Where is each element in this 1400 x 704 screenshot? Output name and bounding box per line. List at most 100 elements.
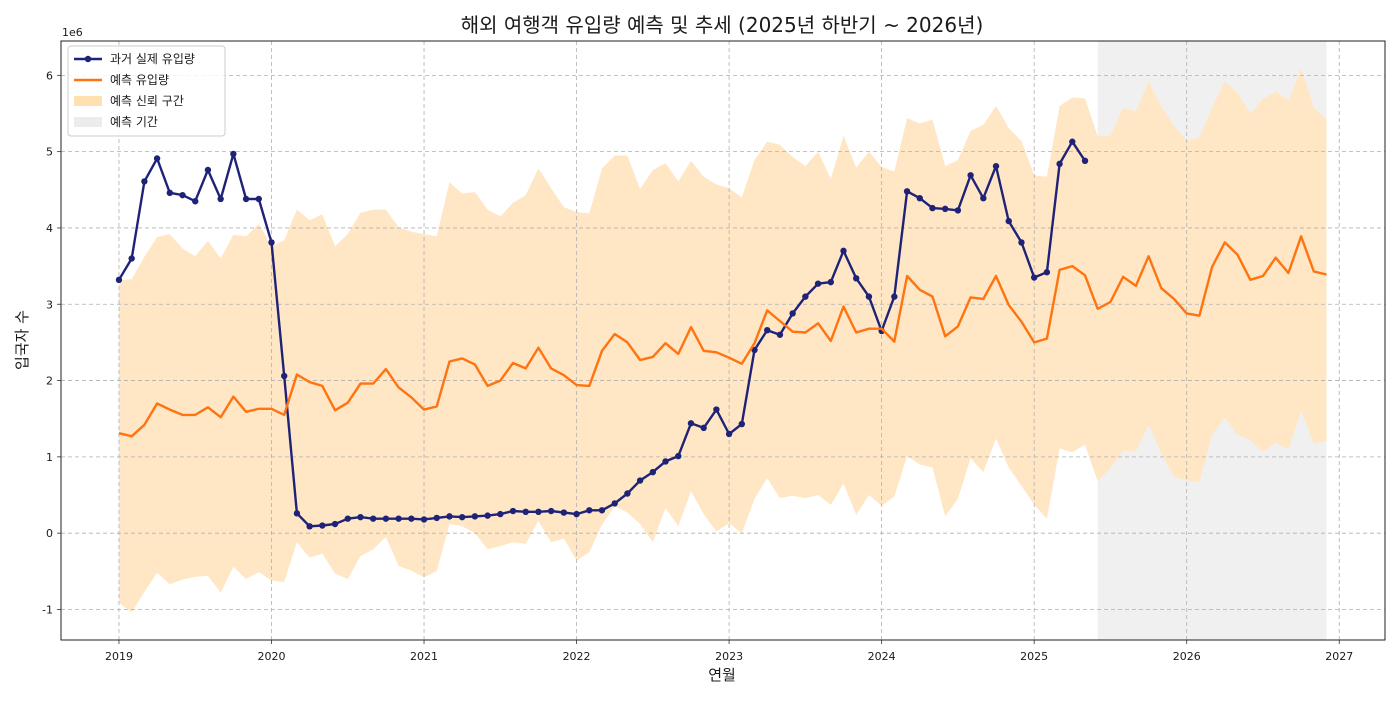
actual-data-point [166,189,174,197]
actual-data-point [179,191,186,199]
actual-data-point [675,452,682,460]
confidence-band [119,68,1327,613]
actual-data-point [547,507,555,515]
actual-data-point [1056,160,1063,168]
x-tick-label: 2025 [1020,650,1048,663]
actual-data-point [827,278,834,286]
plot-frame [60,40,1386,641]
actual-data-point [891,293,898,300]
actual-data-point [954,207,962,214]
x-tick-label: 2024 [868,650,896,663]
actual-data-point [255,195,262,203]
actual-data-point [662,458,669,465]
legend-box [67,45,226,137]
actual-data-point [319,522,326,529]
x-tick-label: 2021 [410,650,438,663]
actual-data-point [204,166,212,174]
x-tick-label: 2020 [257,650,285,663]
actual-data-point [446,513,453,520]
actual-data-point [433,514,440,522]
y-axis-label: 입국자 수 [13,310,31,370]
actual-data-point [522,508,529,516]
legend-marker [84,55,92,63]
y-tick-label: 0 [46,527,53,540]
y-tick-label: 1 [46,451,53,464]
legend-label: 예측 기간 [110,115,158,129]
actual-data-point [586,507,593,514]
x-tick-label: 2023 [715,650,743,663]
y-tick-label: 5 [46,146,53,159]
actual-data-point [230,150,237,158]
actual-data-point [1005,217,1012,225]
actual-data-point [1018,239,1025,246]
x-tick-label: 2027 [1325,650,1353,663]
forecast-series-line [118,235,1327,438]
actual-data-point [713,406,720,413]
actual-data-point [814,280,822,287]
actual-data-point [1030,274,1038,281]
actual-data-point [738,420,746,428]
actual-data-point [1069,138,1076,145]
actual-data-point [306,523,313,530]
actual-data-point [369,515,377,522]
y-tick-label: 2 [46,375,53,388]
actual-data-point [980,194,987,202]
actual-data-point [395,515,402,522]
chart-title: 해외 여행객 유입량 예측 및 추세 (2025년 하반기 ~ 2026년) [461,13,984,37]
y-multiplier-label: 1e6 [62,26,83,39]
actual-data-point [560,509,568,516]
actual-data-point [776,331,784,338]
actual-data-point [458,513,466,521]
actual-data-point [725,430,733,438]
y-tick-label: 4 [46,222,53,235]
actual-data-point [357,513,364,521]
actual-data-point [382,515,390,522]
actual-data-point [611,500,618,507]
actual-data-point [853,275,860,282]
actual-data-point [789,310,796,317]
actual-data-point [344,515,351,522]
actual-data-point [967,172,974,179]
actual-data-point [992,162,1000,170]
y-tick-label: -1 [42,603,53,616]
actual-data-point [840,247,847,255]
actual-data-point [624,490,631,497]
y-tick-label: 6 [46,69,53,82]
legend-swatch [74,96,102,106]
actual-data-point [687,420,695,427]
actual-data-point [573,510,580,518]
x-axis-label: 연월 [708,666,736,684]
actual-data-point [929,204,936,212]
actual-data-point [636,477,644,484]
actual-data-point [941,205,949,213]
actual-data-point [420,516,428,523]
actual-data-point [802,293,809,300]
x-tick-label: 2019 [105,650,133,663]
actual-data-point [649,468,657,476]
actual-data-point [281,372,288,380]
actual-data-point [242,195,250,203]
legend-label: 과거 실제 유입량 [110,52,195,66]
actual-data-point [764,326,771,334]
y-tick-label: 3 [46,298,53,311]
legend-label: 예측 신뢰 구간 [110,94,184,108]
actual-data-point [700,424,707,432]
legend-swatch [74,117,102,127]
actual-data-point [153,155,161,162]
actual-data-point [128,255,135,262]
actual-data-point [1081,157,1089,164]
actual-data-point [408,515,415,522]
actual-data-point [903,188,911,195]
actual-data-point [141,178,148,185]
actual-data-point [115,276,123,284]
actual-data-point [471,513,479,520]
x-tick-label: 2022 [563,650,591,663]
actual-data-point [598,507,606,514]
actual-data-point [293,510,301,517]
x-tick-label: 2026 [1173,650,1201,663]
actual-data-point [509,507,517,515]
actual-data-point [535,508,542,516]
actual-data-point [217,195,224,203]
actual-data-point [751,346,758,354]
